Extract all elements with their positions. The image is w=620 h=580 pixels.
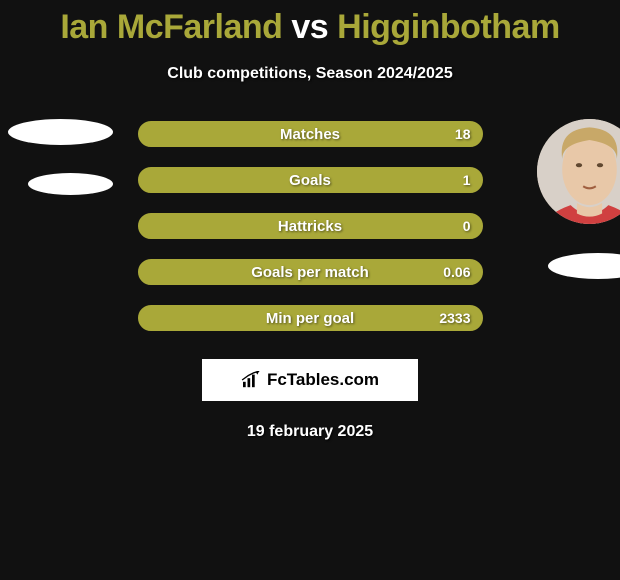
date-text: 19 february 2025 <box>0 423 620 441</box>
page-title: Ian McFarland vs Higginbotham <box>0 0 620 47</box>
logo-box[interactable]: FcTables.com <box>202 359 418 401</box>
stat-label: Hattricks <box>140 218 481 235</box>
avatar-right-shadow <box>548 253 620 279</box>
stat-value-right: 1 <box>463 172 471 188</box>
stat-label: Goals per match <box>140 264 481 281</box>
stat-row-goals: Goals 1 <box>138 167 483 193</box>
stat-row-matches: Matches 18 <box>138 121 483 147</box>
stats-content: Matches 18 Goals 1 Hattricks 0 Goals per… <box>0 121 620 441</box>
stat-label: Goals <box>140 172 481 189</box>
stat-row-min-per-goal: Min per goal 2333 <box>138 305 483 331</box>
player-face-icon <box>537 119 620 224</box>
player1-name: Ian McFarland <box>60 8 282 46</box>
avatar-left-placeholder-2 <box>28 173 113 195</box>
stat-label: Matches <box>140 126 481 143</box>
stat-label: Min per goal <box>140 310 481 327</box>
vs-text: vs <box>291 8 328 46</box>
stat-row-goals-per-match: Goals per match 0.06 <box>138 259 483 285</box>
stat-value-right: 0.06 <box>443 264 470 280</box>
avatar-right <box>537 119 620 224</box>
stat-value-right: 0 <box>463 218 471 234</box>
stats-rows: Matches 18 Goals 1 Hattricks 0 Goals per… <box>138 121 483 331</box>
stat-row-hattricks: Hattricks 0 <box>138 213 483 239</box>
player2-name: Higginbotham <box>337 8 560 46</box>
stat-value-right: 18 <box>455 126 471 142</box>
avatar-left-placeholder-1 <box>8 119 113 145</box>
stat-value-right: 2333 <box>439 310 470 326</box>
subtitle: Club competitions, Season 2024/2025 <box>0 65 620 83</box>
logo-text: FcTables.com <box>267 370 379 390</box>
bar-chart-icon <box>241 371 263 389</box>
